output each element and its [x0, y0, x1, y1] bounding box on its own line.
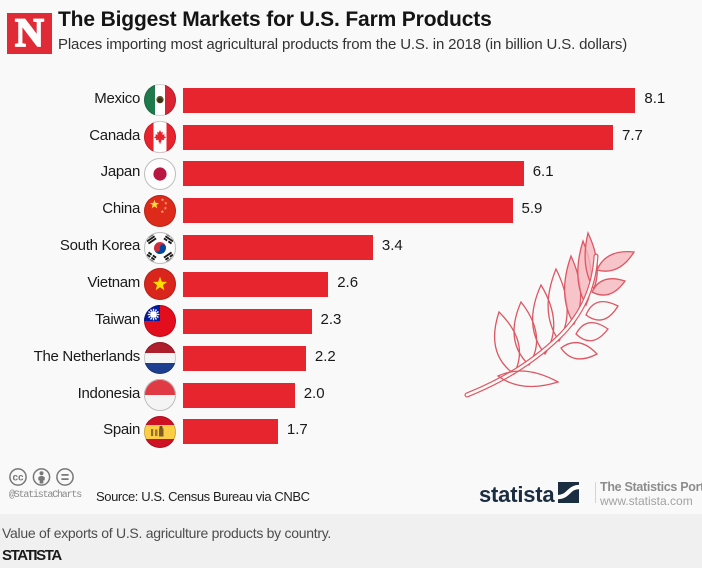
svg-text:cc: cc: [12, 473, 24, 484]
